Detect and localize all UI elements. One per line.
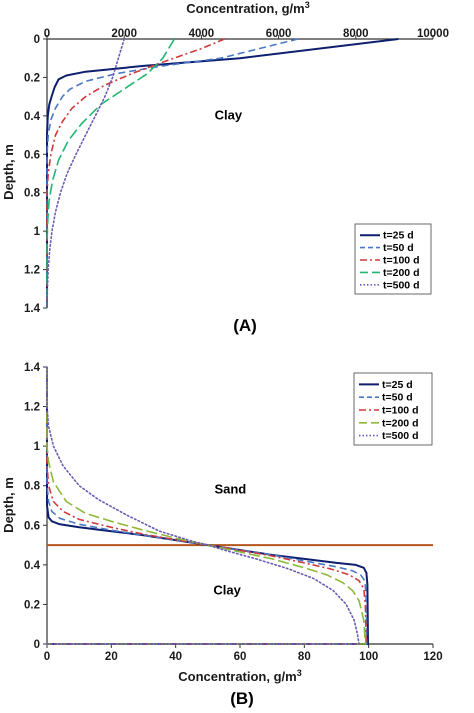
panel-b-series-line-t-100-d — [46, 367, 367, 645]
panel-b-y-tick-label: 1.2 — [24, 402, 40, 414]
panel-a-x-tick-label: 10000 — [417, 28, 449, 40]
panel-b-series-line-t-200-d — [46, 367, 367, 645]
panel-b-x-tick-label: 40 — [169, 651, 182, 663]
panel-a-legend-label: t=100 d — [383, 255, 419, 267]
panel-a-y-tick-label: 0.2 — [24, 72, 40, 84]
panel-b-legend-label: t=200 d — [382, 417, 418, 429]
panel-b-x-axis-title: Concentration, g/m3 — [178, 668, 301, 684]
panel-a-x-tick-label: 4000 — [189, 28, 215, 40]
panel-b-y-axis-title: Depth, m — [1, 477, 16, 533]
panel-b-legend-label: t=100 d — [382, 405, 418, 417]
panel-a-annotation-clay: Clay — [215, 108, 243, 123]
panel-a-series-line-t-25-d — [46, 38, 399, 308]
panel-b-chart: 0 20 40 60 80 100 120 0 0.2 0.4 0.6 0.8 1 1.2 1.4 Sand… — [1, 362, 443, 708]
panel-b-legend-label: t=500 d — [382, 430, 418, 442]
panel-b-y-tick-label: 1 — [34, 441, 41, 453]
panel-a-series-line-t-100-d — [46, 38, 225, 308]
panel-a-x-tick-label: 6000 — [266, 28, 292, 40]
panel-b-y-tick-label: 0.6 — [24, 520, 40, 532]
panel-b-x-tick-label: 0 — [44, 651, 50, 663]
panel-a-annotations: Clay — [215, 108, 243, 123]
panel-b-annotation-clay: Clay — [213, 583, 241, 598]
panel-b-legend-label: t=25 d — [382, 379, 413, 391]
panel-b-label: (B) — [230, 689, 254, 708]
panel-b-y-tick-label: 0.4 — [24, 560, 41, 572]
panel-a-series-line-t-50-d — [46, 38, 299, 308]
panel-b-x-tick-label: 20 — [105, 651, 118, 663]
panel-a-y-tick-label: 0.6 — [24, 149, 40, 161]
panel-b-series — [46, 366, 433, 645]
panel-a-y-tick-label: 1 — [34, 226, 41, 238]
panel-a-x-axis-title: Concentration, g/m3 — [186, 0, 309, 16]
panel-a-y-tick-label: 0 — [34, 34, 40, 46]
panel-b-series-line-t-500-d — [46, 366, 360, 645]
panel-a-y-axis-title: Depth, m — [1, 144, 16, 200]
panel-a-x-tick-label: 0 — [44, 28, 50, 40]
panel-a-series-line-t-200-d — [46, 38, 176, 308]
panel-a-series — [46, 38, 399, 309]
panel-b-x-tick-label: 120 — [423, 651, 442, 663]
panel-b-series-line-t-25-d — [46, 367, 369, 645]
panel-b-y-tick-label: 0 — [34, 639, 40, 651]
panel-b-y-tick-label: 1.4 — [24, 362, 41, 374]
panel-b-series-line-t-50-d — [46, 367, 368, 645]
panel-a-legend-label: t=200 d — [383, 267, 419, 279]
panel-a-y-tick-label: 1.2 — [24, 265, 40, 277]
panel-a-chart: 0 2000 4000 6000 8000 10000 0 0.2 0.4 0.6 0.8 1 1.2 1… — [1, 0, 449, 335]
panel-a-y-tick-label: 0.8 — [24, 188, 41, 200]
panel-b-x-tick-label: 60 — [234, 651, 247, 663]
panel-b-annotation-sand: Sand — [214, 482, 246, 497]
panel-b-y-tick-label: 0.2 — [24, 599, 40, 611]
panel-a-label: (A) — [233, 316, 257, 335]
panel-b-x-tick-label: 100 — [359, 651, 378, 663]
panel-b-legend-label: t=50 d — [382, 392, 413, 404]
panel-a-y-tick-label: 0.4 — [24, 111, 41, 123]
panel-a-legend: t=25 dt=50 dt=100 dt=200 dt=500 d — [354, 223, 432, 295]
panel-a-tick-labels: 0 2000 4000 6000 8000 10000 0 0.2 0.4 0.6 0.8 1 1.2 1… — [24, 28, 449, 315]
panel-b-tick-labels: 0 20 40 60 80 100 120 0 0.2 0.4 0.6 0.8 1 1.2 1.4 — [24, 362, 443, 663]
panel-a-x-tick-label: 2000 — [111, 28, 137, 40]
panel-b-legend: t=25 dt=50 dt=100 dt=200 dt=500 d — [353, 372, 433, 446]
panel-b-annotations: Sand Clay — [213, 482, 246, 598]
panel-a-legend-label: t=50 d — [383, 242, 414, 254]
panel-a-y-tick-label: 1.4 — [24, 303, 41, 315]
panel-a-legend-label: t=500 d — [383, 279, 419, 291]
panel-b-y-tick-label: 0.8 — [24, 481, 41, 493]
panel-a-legend-label: t=25 d — [383, 230, 414, 242]
panel-b-x-tick-label: 80 — [298, 651, 311, 663]
panel-a-x-tick-label: 8000 — [343, 28, 369, 40]
